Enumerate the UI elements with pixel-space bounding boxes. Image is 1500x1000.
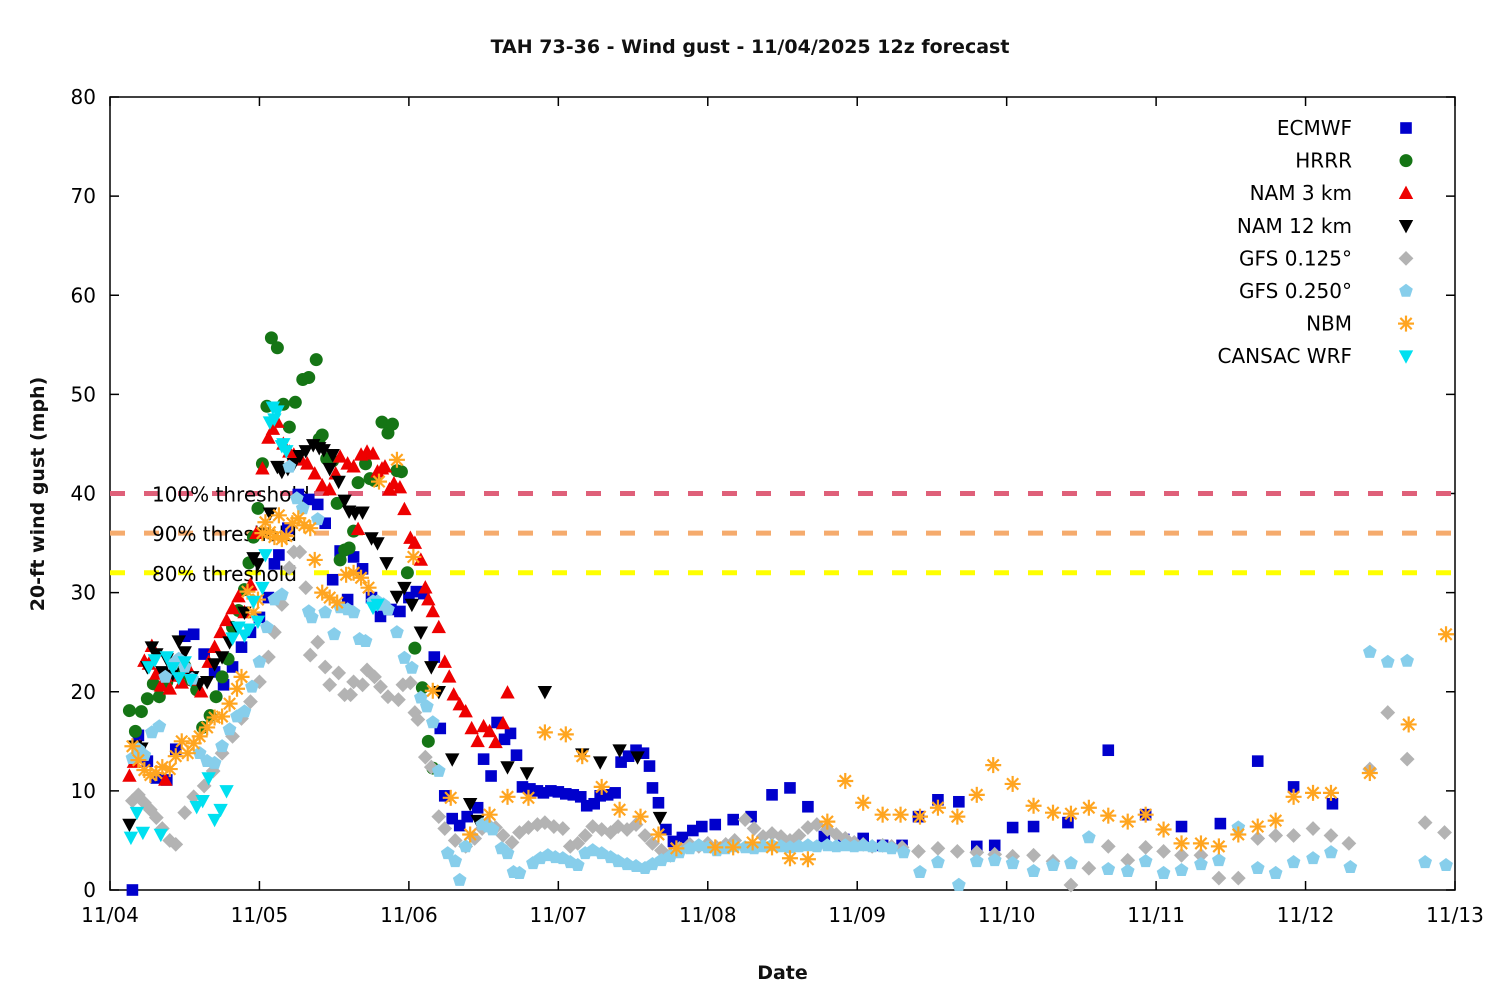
legend-marker-gfs-0-250- xyxy=(1399,283,1413,297)
y-tick-label: 10 xyxy=(71,779,96,803)
legend-marker-cansac-wrf xyxy=(1398,350,1414,364)
legend-marker-gfs-0-125- xyxy=(1398,251,1414,266)
threshold-label-40: 100% threshold xyxy=(152,483,310,507)
legend-label-gfs-0-250-: GFS 0.250° xyxy=(1239,279,1352,303)
x-tick-label: 11/07 xyxy=(530,903,588,927)
y-tick-label: 70 xyxy=(71,184,96,208)
legend-label-gfs-0-125-: GFS 0.125° xyxy=(1239,246,1352,270)
axis-tick-labels: 0 10 20 30 40 50 60 70 80 11/04 11/05 11/06 11/07 11/… xyxy=(71,85,1484,927)
legend-marker-nam-3-km xyxy=(1398,185,1414,199)
legend-label-cansac-wrf: CANSAC WRF xyxy=(1217,344,1352,368)
x-tick-label: 11/12 xyxy=(1277,903,1335,927)
x-tick-label: 11/09 xyxy=(828,903,886,927)
legend-label-ecmwf: ECMWF xyxy=(1277,116,1352,140)
series-nam-3-km xyxy=(122,414,515,786)
legend-marker-ecmwf xyxy=(1400,122,1412,134)
y-tick-label: 20 xyxy=(71,680,96,704)
y-tick-label: 50 xyxy=(71,382,96,406)
legend-marker-nbm xyxy=(1398,315,1414,332)
y-tick-label: 40 xyxy=(71,482,96,506)
chart-title: TAH 73-36 - Wind gust - 11/04/2025 12z f… xyxy=(490,36,1010,58)
legend-marker-nam-12-km xyxy=(1398,220,1414,234)
x-tick-label: 11/11 xyxy=(1127,903,1185,927)
series-ecmwf xyxy=(126,488,1339,896)
y-tick-label: 30 xyxy=(71,581,96,605)
legend-label-hrrr: HRRR xyxy=(1295,149,1352,173)
x-tick-label: 11/05 xyxy=(231,903,289,927)
x-tick-label: 11/06 xyxy=(380,903,438,927)
legend-label-nam-12-km: NAM 12 km xyxy=(1237,214,1352,238)
legend-label-nam-3-km: NAM 3 km xyxy=(1250,181,1352,205)
x-tick-label: 11/08 xyxy=(679,903,737,927)
legend-label-nbm: NBM xyxy=(1306,312,1352,336)
legend-marker-hrrr xyxy=(1399,154,1413,168)
y-axis-label: 20-ft wind gust (mph) xyxy=(27,376,49,612)
x-tick-label: 11/04 xyxy=(81,903,139,927)
series-cansac-wrf xyxy=(123,401,385,846)
x-tick-label: 11/13 xyxy=(1426,903,1484,927)
y-tick-label: 60 xyxy=(71,283,96,307)
x-tick-label: 11/10 xyxy=(978,903,1036,927)
series-nbm xyxy=(124,451,1455,868)
y-tick-label: 0 xyxy=(83,878,96,902)
y-tick-label: 80 xyxy=(71,85,96,109)
x-axis-label: Date xyxy=(757,962,808,984)
legend: ECMWF HRRR NAM 3 km NAM 12 km GFS 0.125° GFS … xyxy=(1217,116,1414,368)
